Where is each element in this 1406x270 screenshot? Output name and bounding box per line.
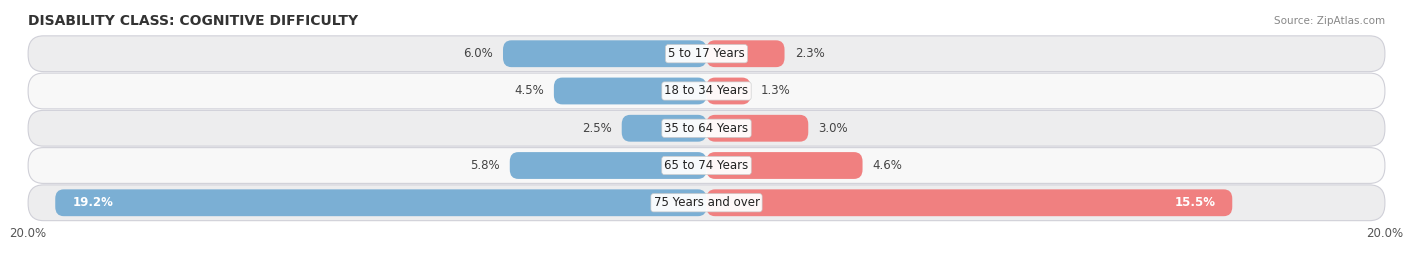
FancyBboxPatch shape xyxy=(28,185,1385,221)
Text: 19.2%: 19.2% xyxy=(72,196,112,209)
Text: 15.5%: 15.5% xyxy=(1174,196,1215,209)
Text: 5.8%: 5.8% xyxy=(470,159,499,172)
Text: 35 to 64 Years: 35 to 64 Years xyxy=(665,122,748,135)
Text: 2.5%: 2.5% xyxy=(582,122,612,135)
Text: 5 to 17 Years: 5 to 17 Years xyxy=(668,47,745,60)
Text: 1.3%: 1.3% xyxy=(761,85,790,97)
FancyBboxPatch shape xyxy=(707,77,751,104)
FancyBboxPatch shape xyxy=(707,152,862,179)
FancyBboxPatch shape xyxy=(621,115,707,142)
Text: 75 Years and over: 75 Years and over xyxy=(654,196,759,209)
FancyBboxPatch shape xyxy=(55,189,707,216)
FancyBboxPatch shape xyxy=(503,40,707,67)
Text: 4.5%: 4.5% xyxy=(515,85,544,97)
Text: DISABILITY CLASS: COGNITIVE DIFFICULTY: DISABILITY CLASS: COGNITIVE DIFFICULTY xyxy=(28,14,359,28)
FancyBboxPatch shape xyxy=(28,110,1385,146)
Text: 3.0%: 3.0% xyxy=(818,122,848,135)
FancyBboxPatch shape xyxy=(707,189,1232,216)
FancyBboxPatch shape xyxy=(707,115,808,142)
FancyBboxPatch shape xyxy=(28,36,1385,72)
FancyBboxPatch shape xyxy=(510,152,707,179)
FancyBboxPatch shape xyxy=(554,77,707,104)
Text: 2.3%: 2.3% xyxy=(794,47,824,60)
FancyBboxPatch shape xyxy=(28,73,1385,109)
Text: 65 to 74 Years: 65 to 74 Years xyxy=(665,159,748,172)
FancyBboxPatch shape xyxy=(28,148,1385,183)
Text: 4.6%: 4.6% xyxy=(873,159,903,172)
Text: 6.0%: 6.0% xyxy=(463,47,494,60)
Text: 18 to 34 Years: 18 to 34 Years xyxy=(665,85,748,97)
FancyBboxPatch shape xyxy=(707,40,785,67)
Text: Source: ZipAtlas.com: Source: ZipAtlas.com xyxy=(1274,16,1385,26)
